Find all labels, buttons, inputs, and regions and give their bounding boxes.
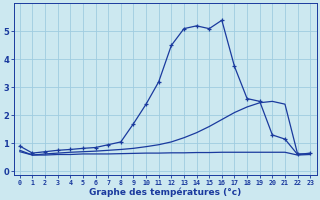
X-axis label: Graphe des températures (°c): Graphe des températures (°c) (89, 187, 241, 197)
